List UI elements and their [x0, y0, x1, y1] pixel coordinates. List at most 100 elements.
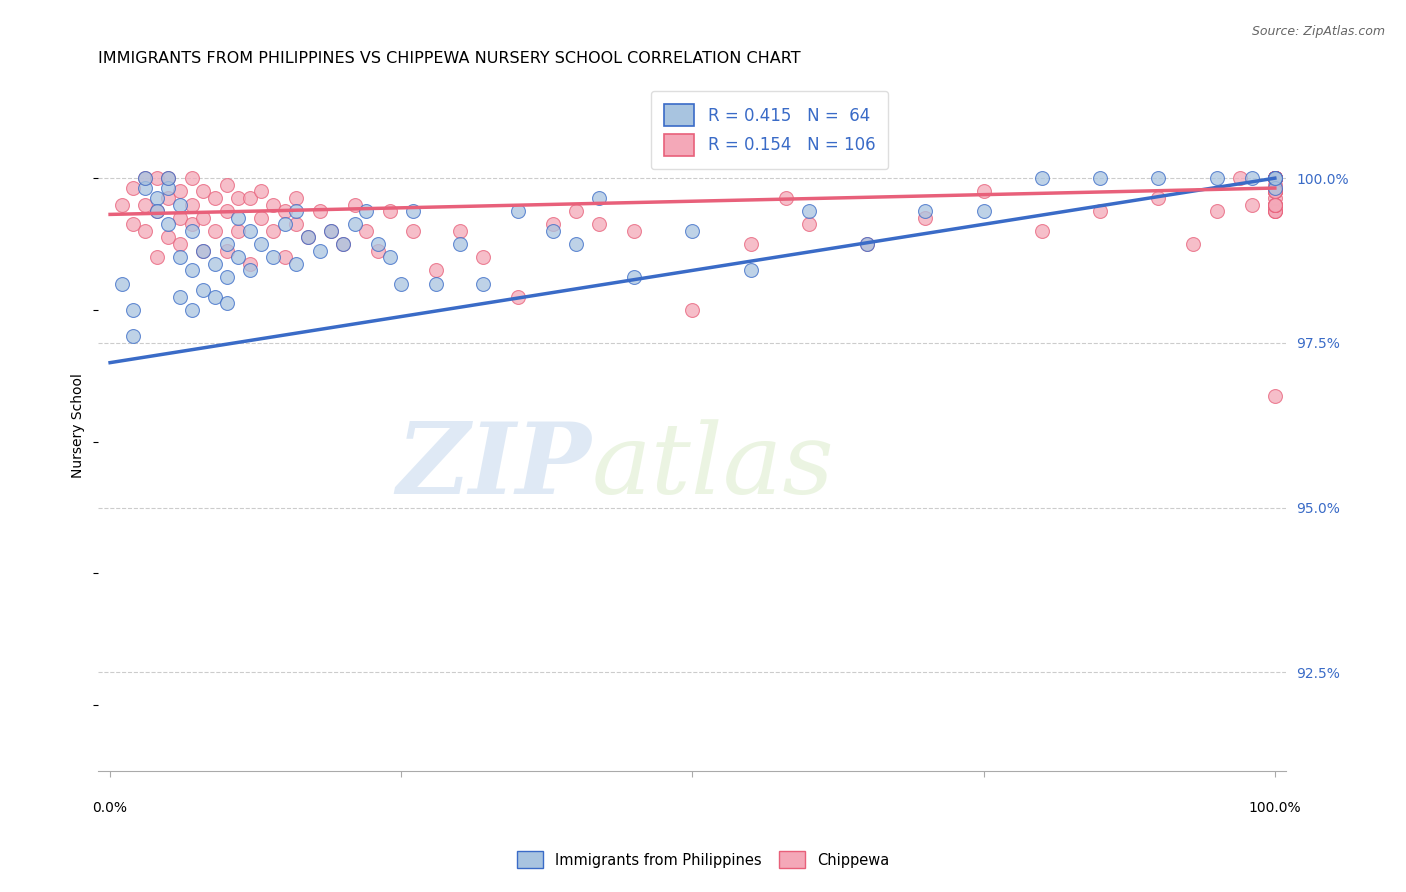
- Point: [367, 244, 389, 258]
- Point: [1264, 204, 1286, 219]
- Point: [1088, 171, 1111, 186]
- Point: [973, 204, 995, 219]
- Point: [134, 171, 156, 186]
- Point: [378, 250, 401, 264]
- Point: [122, 217, 145, 231]
- Point: [1264, 185, 1286, 199]
- Point: [449, 237, 471, 252]
- Point: [681, 302, 703, 317]
- Point: [1229, 171, 1251, 186]
- Point: [215, 178, 238, 192]
- Text: atlas: atlas: [592, 419, 834, 515]
- Point: [1264, 171, 1286, 186]
- Point: [1264, 171, 1286, 186]
- Point: [1205, 171, 1227, 186]
- Point: [1264, 171, 1286, 186]
- Point: [239, 263, 262, 277]
- Point: [134, 224, 156, 238]
- Point: [1264, 197, 1286, 211]
- Point: [367, 237, 389, 252]
- Point: [274, 217, 297, 231]
- Point: [250, 211, 273, 225]
- Point: [122, 329, 145, 343]
- Point: [204, 290, 226, 304]
- Point: [506, 290, 529, 304]
- Point: [565, 237, 588, 252]
- Point: [588, 191, 610, 205]
- Point: [134, 171, 156, 186]
- Point: [169, 197, 191, 211]
- Point: [193, 283, 215, 297]
- Point: [1264, 171, 1286, 186]
- Point: [541, 224, 564, 238]
- Point: [740, 237, 762, 252]
- Point: [1264, 171, 1286, 186]
- Point: [1264, 185, 1286, 199]
- Point: [180, 197, 202, 211]
- Point: [1264, 171, 1286, 186]
- Point: [740, 263, 762, 277]
- Text: Source: ZipAtlas.com: Source: ZipAtlas.com: [1251, 25, 1385, 38]
- Point: [180, 171, 202, 186]
- Point: [262, 224, 284, 238]
- Point: [1264, 185, 1286, 199]
- Point: [226, 250, 249, 264]
- Point: [1031, 171, 1053, 186]
- Point: [1264, 171, 1286, 186]
- Point: [215, 296, 238, 310]
- Point: [1264, 178, 1286, 192]
- Point: [204, 191, 226, 205]
- Point: [1264, 171, 1286, 186]
- Text: IMMIGRANTS FROM PHILIPPINES VS CHIPPEWA NURSERY SCHOOL CORRELATION CHART: IMMIGRANTS FROM PHILIPPINES VS CHIPPEWA …: [98, 51, 801, 66]
- Point: [321, 224, 343, 238]
- Point: [1264, 185, 1286, 199]
- Point: [1264, 388, 1286, 402]
- Point: [1264, 181, 1286, 195]
- Point: [356, 204, 378, 219]
- Point: [1031, 224, 1053, 238]
- Point: [157, 171, 180, 186]
- Point: [856, 237, 879, 252]
- Point: [378, 204, 401, 219]
- Point: [157, 181, 180, 195]
- Point: [308, 204, 330, 219]
- Point: [1264, 197, 1286, 211]
- Point: [239, 257, 262, 271]
- Point: [1088, 204, 1111, 219]
- Point: [169, 237, 191, 252]
- Point: [180, 302, 202, 317]
- Point: [285, 257, 308, 271]
- Point: [1264, 171, 1286, 186]
- Point: [797, 204, 820, 219]
- Point: [1264, 197, 1286, 211]
- Point: [1264, 171, 1286, 186]
- Point: [402, 204, 425, 219]
- Point: [169, 185, 191, 199]
- Point: [1264, 185, 1286, 199]
- Point: [193, 211, 215, 225]
- Point: [1264, 171, 1286, 186]
- Point: [145, 250, 167, 264]
- Point: [134, 197, 156, 211]
- Legend: R = 0.415   N =  64, R = 0.154   N = 106: R = 0.415 N = 64, R = 0.154 N = 106: [651, 91, 889, 169]
- Point: [157, 171, 180, 186]
- Point: [1264, 185, 1286, 199]
- Point: [274, 204, 297, 219]
- Point: [1264, 197, 1286, 211]
- Point: [1264, 197, 1286, 211]
- Point: [239, 224, 262, 238]
- Point: [797, 217, 820, 231]
- Point: [1240, 171, 1263, 186]
- Point: [565, 204, 588, 219]
- Text: 0.0%: 0.0%: [93, 801, 128, 814]
- Point: [425, 277, 447, 291]
- Point: [157, 191, 180, 205]
- Point: [285, 204, 308, 219]
- Point: [1264, 171, 1286, 186]
- Text: ZIP: ZIP: [396, 418, 592, 515]
- Point: [226, 224, 249, 238]
- Point: [623, 224, 645, 238]
- Point: [343, 197, 366, 211]
- Point: [1264, 171, 1286, 186]
- Point: [122, 181, 145, 195]
